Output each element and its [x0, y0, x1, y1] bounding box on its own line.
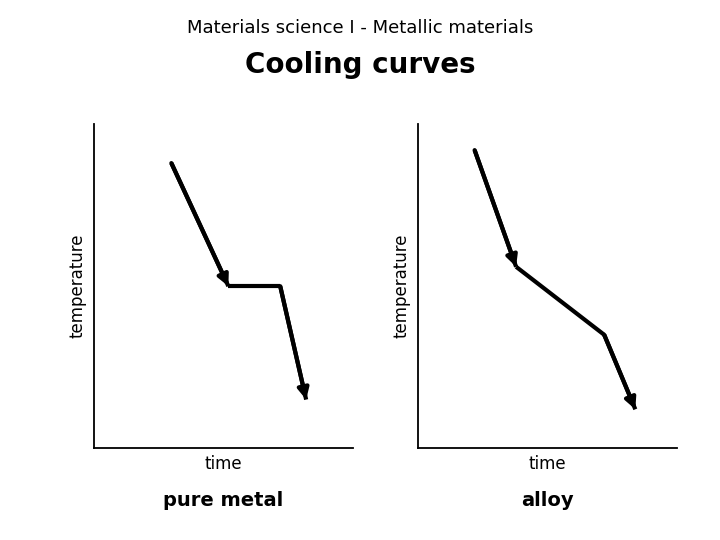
X-axis label: time: time: [528, 455, 566, 473]
Text: Cooling curves: Cooling curves: [245, 51, 475, 79]
Y-axis label: temperature: temperature: [68, 234, 86, 339]
Text: alloy: alloy: [521, 491, 574, 510]
Y-axis label: temperature: temperature: [392, 234, 410, 339]
X-axis label: time: time: [204, 455, 242, 473]
Text: pure metal: pure metal: [163, 491, 284, 510]
Text: Materials science I - Metallic materials: Materials science I - Metallic materials: [186, 19, 534, 37]
